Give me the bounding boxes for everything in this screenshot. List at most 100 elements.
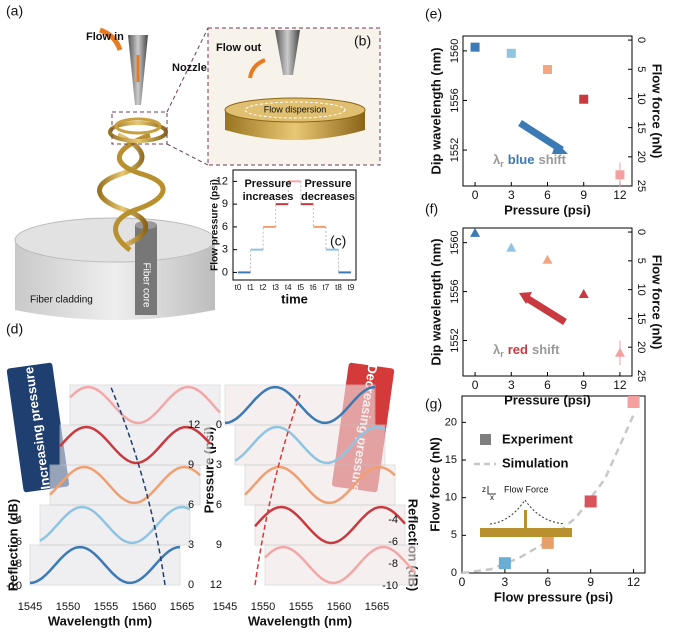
x-label: Wavelength (nm): [48, 613, 152, 628]
x-tick-label: 1555: [94, 601, 118, 613]
z-tick-label: 3: [216, 459, 222, 471]
y-tick-label: -10: [382, 580, 398, 592]
x-label: time: [281, 291, 308, 306]
z-tick-label: 6: [216, 499, 222, 511]
panel-label: (e): [425, 6, 442, 22]
plot-frame: [461, 395, 646, 574]
y-tick-label: -6: [388, 536, 398, 548]
x-tick-label: 0: [472, 378, 479, 392]
marker: [627, 396, 640, 409]
x-tick-label: t9: [348, 283, 355, 292]
x-tick-label: 9: [587, 575, 594, 589]
annotation-part: r: [500, 159, 504, 169]
x-tick-label: 9: [580, 378, 587, 392]
trend-arrow: [254, 394, 301, 586]
x-tick-label: 1545: [18, 601, 42, 613]
y-tick-label: 5: [451, 529, 457, 541]
y-tick-label: 1552: [449, 138, 461, 162]
marker: [584, 495, 597, 508]
shift-arrowhead: [552, 142, 568, 154]
x-tick-label: 1565: [365, 601, 389, 613]
panel-label: (f): [425, 201, 438, 217]
annotation-part: blue: [508, 152, 535, 167]
inset-axis: z: [482, 485, 486, 494]
x-tick-label: t8: [335, 283, 342, 292]
nozzle: Nozzle: [172, 62, 207, 74]
x-tick-label: 3: [508, 188, 515, 202]
legend-label: Simulation: [502, 455, 569, 470]
inset-axes: [487, 486, 496, 495]
y2-tick-label: 15: [635, 122, 647, 134]
marker: [498, 557, 511, 570]
panel-label: (b): [354, 33, 371, 49]
x-tick-label: t5: [297, 283, 304, 292]
y2-tick-label: 5: [635, 258, 647, 264]
x-label: Wavelength (nm): [248, 613, 352, 628]
y-tick-label: 0: [222, 266, 228, 278]
x-tick-label: 0: [459, 575, 466, 589]
y-tick-label: 1560: [449, 39, 461, 63]
x-tick-label: t0: [235, 283, 242, 292]
y-tick-label: 1552: [449, 328, 461, 352]
marker: [506, 48, 516, 58]
marker: [542, 254, 553, 264]
marker: [615, 170, 625, 180]
inset-title: Flow Force: [504, 484, 549, 494]
y-label: Dip wavelength (nm): [428, 238, 443, 365]
annotation-line: decreases: [301, 191, 355, 203]
y2-tick-label: 25: [635, 180, 647, 192]
x-tick-label: t4: [285, 283, 292, 292]
z-tick-label: 12: [210, 579, 222, 591]
x-tick-label: t1: [247, 283, 254, 292]
y2-tick-label: 10: [635, 283, 647, 295]
y-tick-label: 1560: [449, 230, 461, 254]
y-tick-label: 3: [222, 244, 228, 256]
y2-label: Flow force (nN): [650, 64, 665, 159]
y-tick-label: 15: [445, 454, 457, 466]
y-label: Flow pressure (psi): [210, 179, 221, 271]
y-tick-label: -8: [388, 558, 398, 570]
legend-marker: [480, 434, 491, 445]
annotation-part: λ: [493, 152, 501, 167]
y-tick-label: 6: [222, 221, 228, 233]
x-tick-label: 1550: [251, 601, 275, 613]
trend-arrow: [109, 384, 166, 586]
x-tick-label: 1560: [132, 601, 156, 613]
x-tick-label: 12: [613, 188, 627, 202]
z-tick-label: 9: [216, 539, 222, 551]
x-tick-label: 1550: [56, 601, 80, 613]
y2-tick-label: 0: [635, 37, 647, 43]
marker: [579, 94, 589, 104]
waterfall-curve: [254, 505, 406, 545]
x-label: Pressure (psi): [504, 202, 591, 217]
flow-out: Flow out: [216, 42, 262, 54]
waterfall-curve: [39, 505, 191, 545]
shift-arrow: [523, 294, 567, 325]
annotation-line: Pressure: [244, 178, 291, 190]
x-tick-label: 3: [508, 378, 515, 392]
marker: [506, 242, 517, 252]
z-tick-label: 3: [188, 539, 194, 551]
annotation-part: shift: [532, 342, 560, 357]
waterfall-curve: [49, 465, 201, 505]
y2-tick-label: 25: [635, 370, 647, 382]
waterfall-curve: [244, 465, 396, 505]
waterfall-curve: [224, 385, 376, 425]
y-tick-label: 1556: [449, 279, 461, 303]
y2-tick-label: 10: [635, 92, 647, 104]
panel-label: (a): [6, 3, 23, 19]
x-tick-label: t2: [260, 283, 267, 292]
x-tick-label: 0: [472, 188, 479, 202]
marker: [614, 347, 625, 357]
y-tick-label: -4: [12, 514, 22, 526]
shift-arrowhead: [519, 292, 532, 304]
y-tick-label: -6: [12, 536, 22, 548]
annotation-part: red: [508, 342, 528, 357]
annotation: Pressure increases: [243, 178, 294, 203]
x-label: Pressure (psi): [504, 392, 591, 407]
waterfall-curve: [264, 545, 416, 585]
x-tick-label: t6: [310, 283, 317, 292]
y-tick-label: -4: [388, 514, 398, 526]
waterfall-plane: [264, 544, 416, 586]
annotation: Pressure decreases: [301, 178, 355, 203]
